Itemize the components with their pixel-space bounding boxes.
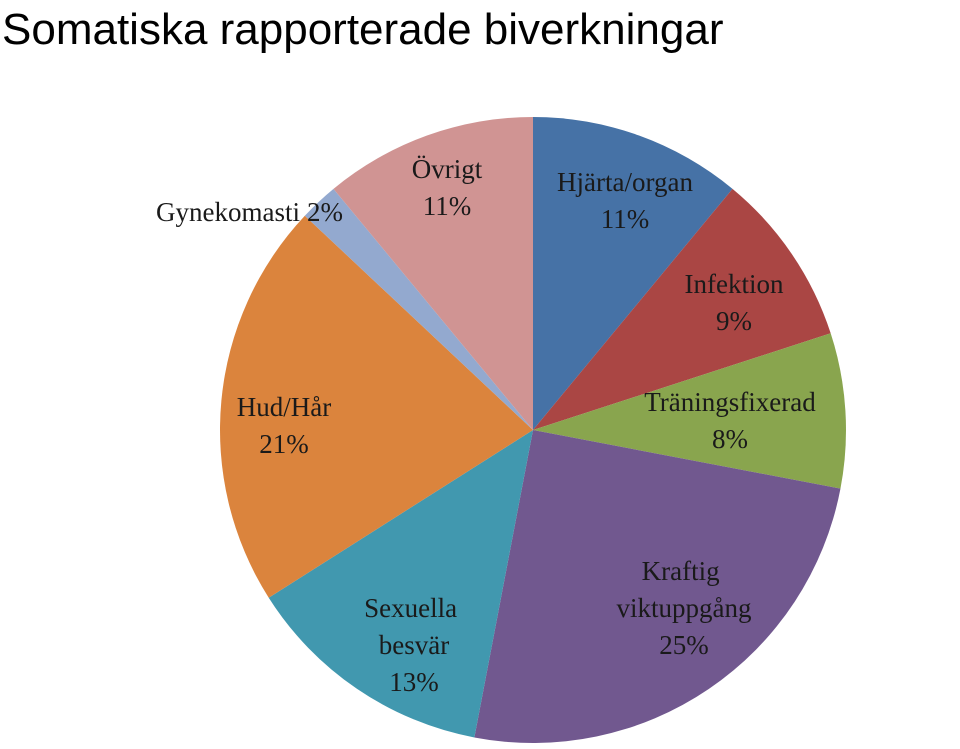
pie-slice	[219, 215, 533, 598]
pie-slice	[304, 188, 533, 430]
slice-label: Övrigt	[412, 154, 483, 184]
pie-slice	[533, 117, 733, 430]
slice-label: Infektion	[685, 269, 784, 299]
slice-label: Gynekomasti	[156, 197, 300, 227]
pie-slice	[268, 430, 533, 738]
slice-value-label: 2%	[307, 197, 343, 227]
chart-title: Somatiska rapporterade biverkningar	[2, 5, 724, 54]
pie-slice	[474, 430, 841, 744]
slice-label: Kraftig viktuppgång	[617, 556, 752, 623]
slice-value-label: 25%	[659, 630, 709, 660]
slice-label: Träningsfixerad	[644, 387, 816, 417]
slice-value-label: 8%	[712, 424, 748, 454]
slice-label: Hud/Hår	[237, 392, 331, 422]
slice-value-label: 11%	[601, 204, 650, 234]
pie-slice	[333, 117, 533, 430]
slice-label: Sexuella besvär	[364, 593, 464, 660]
slice-label: Hjärta/organ	[557, 167, 693, 197]
slice-value-label: 13%	[389, 667, 439, 697]
pie-slice	[533, 333, 846, 489]
slice-value-label: 9%	[716, 306, 752, 336]
slice-value-label: 21%	[259, 429, 309, 459]
pie-slice	[533, 188, 831, 430]
slice-value-label: 11%	[423, 191, 472, 221]
